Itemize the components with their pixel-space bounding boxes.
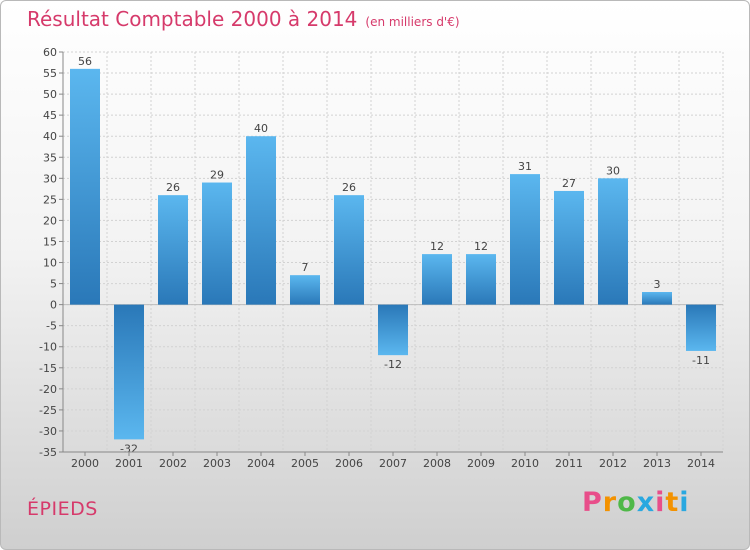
y-tick-label: 15 — [43, 235, 57, 248]
bar — [686, 304, 716, 351]
x-tick-label: 2008 — [423, 457, 451, 470]
y-tick-label: 25 — [43, 193, 57, 206]
commune-name: ÉPIEDS — [27, 498, 98, 520]
bar-value-label: 3 — [654, 278, 661, 291]
bar — [378, 304, 408, 356]
bar — [598, 178, 628, 305]
y-tick-label: 20 — [43, 214, 57, 227]
logo-letter: o — [617, 487, 637, 518]
x-tick-label: 2014 — [687, 457, 715, 470]
bar — [246, 136, 276, 305]
bar — [202, 182, 232, 305]
bar-value-label: 12 — [430, 240, 444, 253]
logo-letter: P — [582, 487, 603, 518]
x-tick-label: 2002 — [159, 457, 187, 470]
bar-value-label: 29 — [210, 169, 224, 182]
bar — [466, 254, 496, 305]
bar-value-label: -12 — [384, 358, 402, 371]
bar-value-label: 26 — [342, 181, 356, 194]
y-tick-label: -5 — [46, 320, 57, 333]
y-tick-label: -35 — [39, 446, 57, 459]
y-tick-label: -20 — [39, 383, 57, 396]
x-tick-label: 2006 — [335, 457, 363, 470]
bar-value-label: 40 — [254, 122, 268, 135]
bar-value-label: 27 — [562, 177, 576, 190]
logo-letter: i — [679, 487, 690, 518]
y-tick-label: -30 — [39, 425, 57, 438]
x-tick-label: 2009 — [467, 457, 495, 470]
bar — [642, 292, 672, 305]
bar — [510, 174, 540, 305]
proxiti-logo: Proxiti — [582, 487, 690, 518]
x-tick-label: 2007 — [379, 457, 407, 470]
y-tick-label: -15 — [39, 362, 57, 375]
bar — [114, 304, 144, 440]
bar-value-label: 30 — [606, 164, 620, 177]
y-tick-label: 30 — [43, 172, 57, 185]
chart-title: Résultat Comptable 2000 à 2014 (en millie… — [27, 7, 460, 31]
x-tick-label: 2013 — [643, 457, 671, 470]
chart-title-text: Résultat Comptable 2000 à 2014 — [27, 7, 358, 31]
axes: 605550454035302520151050-5-10-15-20-25-3… — [39, 46, 723, 470]
bar — [158, 195, 188, 305]
y-tick-label: 0 — [50, 299, 57, 312]
logo-letter: t — [665, 487, 680, 518]
bar — [70, 68, 100, 305]
y-tick-label: 50 — [43, 88, 57, 101]
bar — [422, 254, 452, 305]
y-tick-label: 55 — [43, 67, 57, 80]
bar — [334, 195, 364, 305]
x-tick-label: 2012 — [599, 457, 627, 470]
y-tick-label: -25 — [39, 404, 57, 417]
chart-subtitle: (en milliers d'€) — [365, 15, 460, 29]
logo-letter: r — [602, 487, 618, 518]
x-tick-label: 2001 — [115, 457, 143, 470]
logo-letter: i — [655, 487, 666, 518]
y-tick-label: 10 — [43, 257, 57, 270]
bar-value-label: -11 — [692, 354, 710, 367]
bar-value-label: 7 — [302, 261, 309, 274]
bar — [290, 275, 320, 305]
x-tick-label: 2004 — [247, 457, 275, 470]
y-tick-label: 5 — [50, 278, 57, 291]
y-tick-label: -10 — [39, 341, 57, 354]
bar — [554, 190, 584, 305]
x-tick-label: 2000 — [71, 457, 99, 470]
x-tick-label: 2005 — [291, 457, 319, 470]
bar-value-label: 12 — [474, 240, 488, 253]
y-tick-label: 35 — [43, 151, 57, 164]
logo-letter: x — [636, 487, 656, 518]
x-tick-label: 2010 — [511, 457, 539, 470]
y-tick-label: 40 — [43, 130, 57, 143]
y-tick-label: 45 — [43, 109, 57, 122]
bar-value-label: 31 — [518, 160, 532, 173]
x-tick-label: 2011 — [555, 457, 583, 470]
bar-value-label: 26 — [166, 181, 180, 194]
x-tick-label: 2003 — [203, 457, 231, 470]
y-tick-label: 60 — [43, 46, 57, 59]
bar-value-label: 56 — [78, 55, 92, 68]
